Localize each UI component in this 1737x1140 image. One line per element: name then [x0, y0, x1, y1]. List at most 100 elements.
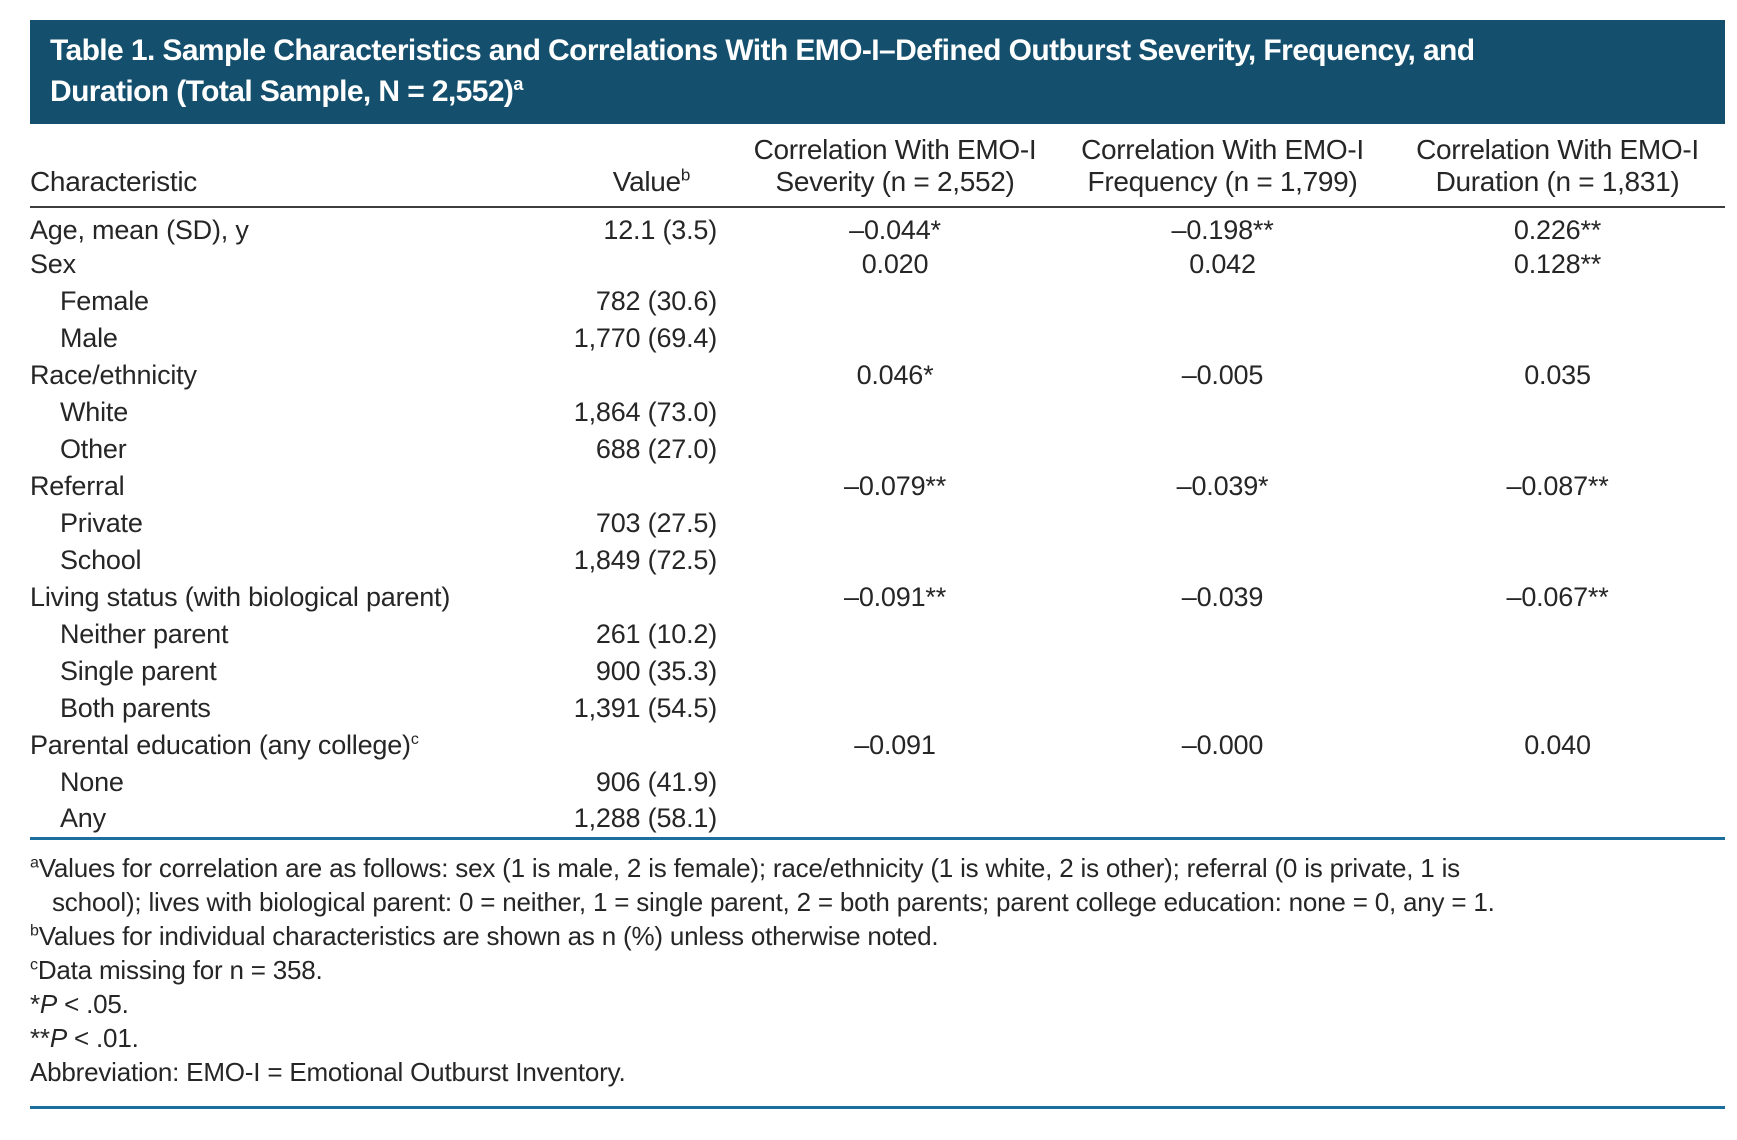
row-label: Male: [60, 323, 118, 353]
row-label: White: [60, 397, 129, 427]
cell-value: 1,864 (73.0): [573, 397, 717, 427]
cell-severity: –0.091**: [844, 582, 946, 612]
bottom-rule: [30, 1105, 1725, 1109]
cell-frequency: [1055, 431, 1390, 468]
row-label: Female: [60, 286, 149, 316]
row-label: Race/ethnicity: [30, 360, 197, 390]
col-header-severity-line2: Severity (n = 2,552): [775, 166, 1015, 197]
cell-severity: [735, 690, 1055, 727]
cell-value: 1,849 (72.5): [573, 545, 717, 575]
cell-duration: 0.226**: [1513, 215, 1602, 245]
cell-value: 261 (10.2): [595, 619, 717, 649]
row-label: Any: [60, 803, 106, 834]
col-header-value: Valueb: [540, 130, 735, 208]
cell-frequency: [1055, 801, 1390, 838]
row-label: Other: [60, 434, 127, 464]
cell-duration: [1390, 394, 1725, 431]
table-row: Single parent 900 (35.3): [30, 653, 1725, 690]
table-row: School 1,849 (72.5): [30, 542, 1725, 579]
cell-value: [540, 727, 735, 764]
table-row: Age, mean (SD), y 12.1 (3.5) –0.044* –0.198…: [30, 207, 1725, 246]
cell-duration: [1390, 764, 1725, 801]
col-header-duration-line2: Duration (n = 1,831): [1435, 166, 1680, 197]
cell-frequency: [1055, 690, 1390, 727]
cell-duration: [1390, 616, 1725, 653]
cell-value: [540, 468, 735, 505]
cell-severity: [735, 505, 1055, 542]
col-header-frequency-line1: Correlation With EMO-I: [1081, 134, 1364, 165]
footnote-line: *P < .05.: [30, 988, 129, 1019]
table-row: Any 1,288 (58.1): [30, 801, 1725, 838]
table-row: Living status (with biological parent) –0…: [30, 579, 1725, 616]
cell-frequency: –0.000: [1181, 730, 1264, 760]
footnotes: aValues for correlation are as follows: …: [30, 840, 1725, 1101]
table-row: Referral –0.079** –0.039* –0.087**: [30, 468, 1725, 505]
row-label: Living status (with biological parent): [30, 582, 451, 612]
table-row: Sex 0.020 0.042 0.128**: [30, 246, 1725, 283]
cell-value: 703 (27.5): [595, 508, 717, 538]
col-header-severity-line1: Correlation With EMO-I: [753, 134, 1037, 165]
cell-frequency: [1055, 542, 1390, 579]
row-label: Age, mean (SD), y: [30, 215, 249, 245]
cell-value: 906 (41.9): [595, 767, 717, 797]
row-label: None: [60, 767, 124, 797]
cell-value: 1,288 (58.1): [573, 803, 717, 834]
row-label: Parental education (any college)c: [30, 730, 419, 760]
cell-severity: [735, 764, 1055, 801]
cell-duration: 0.040: [1524, 730, 1591, 760]
row-label: Neither parent: [60, 619, 229, 649]
cell-frequency: [1055, 394, 1390, 431]
cell-frequency: –0.039: [1181, 582, 1264, 612]
cell-value: [540, 579, 735, 616]
table-row: Male 1,770 (69.4): [30, 320, 1725, 357]
cell-frequency: [1055, 505, 1390, 542]
cell-severity: –0.091: [854, 730, 936, 760]
footnote-line: **P < .01.: [30, 1022, 139, 1053]
cell-value: 782 (30.6): [595, 286, 717, 316]
cell-duration: [1390, 505, 1725, 542]
row-label: Sex: [30, 249, 76, 279]
col-header-value-sup: b: [680, 165, 690, 185]
table-row: White 1,864 (73.0): [30, 394, 1725, 431]
table-row: None 906 (41.9): [30, 764, 1725, 801]
col-header-value-text: Value: [612, 166, 681, 197]
cell-severity: 0.046*: [856, 360, 934, 390]
table-row: Female 782 (30.6): [30, 283, 1725, 320]
col-header-frequency: Correlation With EMO-I Frequency (n = 1,7…: [1055, 130, 1390, 208]
table-title-footnote-marker: a: [513, 74, 523, 94]
row-label: Private: [60, 508, 143, 538]
header-row: Characteristic Valueb Correlation With E…: [30, 130, 1725, 208]
cell-severity: 0.020: [861, 249, 929, 279]
cell-duration: [1390, 283, 1725, 320]
table-title-line2-text: Duration (Total Sample, N = 2,552): [50, 75, 514, 108]
footnote-line: bValues for individual characteristics a…: [30, 920, 939, 951]
cell-severity: [735, 801, 1055, 838]
cell-frequency: –0.039*: [1176, 471, 1269, 501]
cell-severity: [735, 394, 1055, 431]
cell-severity: [735, 653, 1055, 690]
cell-severity: –0.044*: [849, 215, 941, 245]
footnote-line: aValues for correlation are as follows: …: [30, 852, 1460, 883]
paper-table-figure: Table 1. Sample Characteristics and Corr…: [30, 20, 1725, 1109]
cell-duration: 0.128**: [1513, 249, 1602, 279]
cell-duration: [1390, 801, 1725, 838]
cell-severity: [735, 283, 1055, 320]
col-header-frequency-line2: Frequency (n = 1,799): [1087, 166, 1358, 197]
col-header-severity: Correlation With EMO-I Severity (n = 2,55…: [735, 130, 1055, 208]
cell-frequency: 0.042: [1189, 249, 1256, 279]
cell-duration: [1390, 690, 1725, 727]
cell-duration: [1390, 320, 1725, 357]
col-header-characteristic: Characteristic: [30, 130, 540, 208]
cell-severity: [735, 320, 1055, 357]
cell-frequency: [1055, 320, 1390, 357]
row-label: Single parent: [60, 656, 217, 686]
cell-frequency: [1055, 616, 1390, 653]
table-row: Neither parent 261 (10.2): [30, 616, 1725, 653]
col-header-duration: Correlation With EMO-I Duration (n = 1,83…: [1390, 130, 1725, 208]
footnote-line: Abbreviation: EMO-I = Emotional Outburst…: [30, 1056, 626, 1087]
cell-duration: [1390, 542, 1725, 579]
table-row: Parental education (any college)c –0.091 –…: [30, 727, 1725, 764]
table-row: Private 703 (27.5): [30, 505, 1725, 542]
footnote-line: cData missing for n = 358.: [30, 954, 323, 985]
row-label: Referral: [30, 471, 125, 501]
